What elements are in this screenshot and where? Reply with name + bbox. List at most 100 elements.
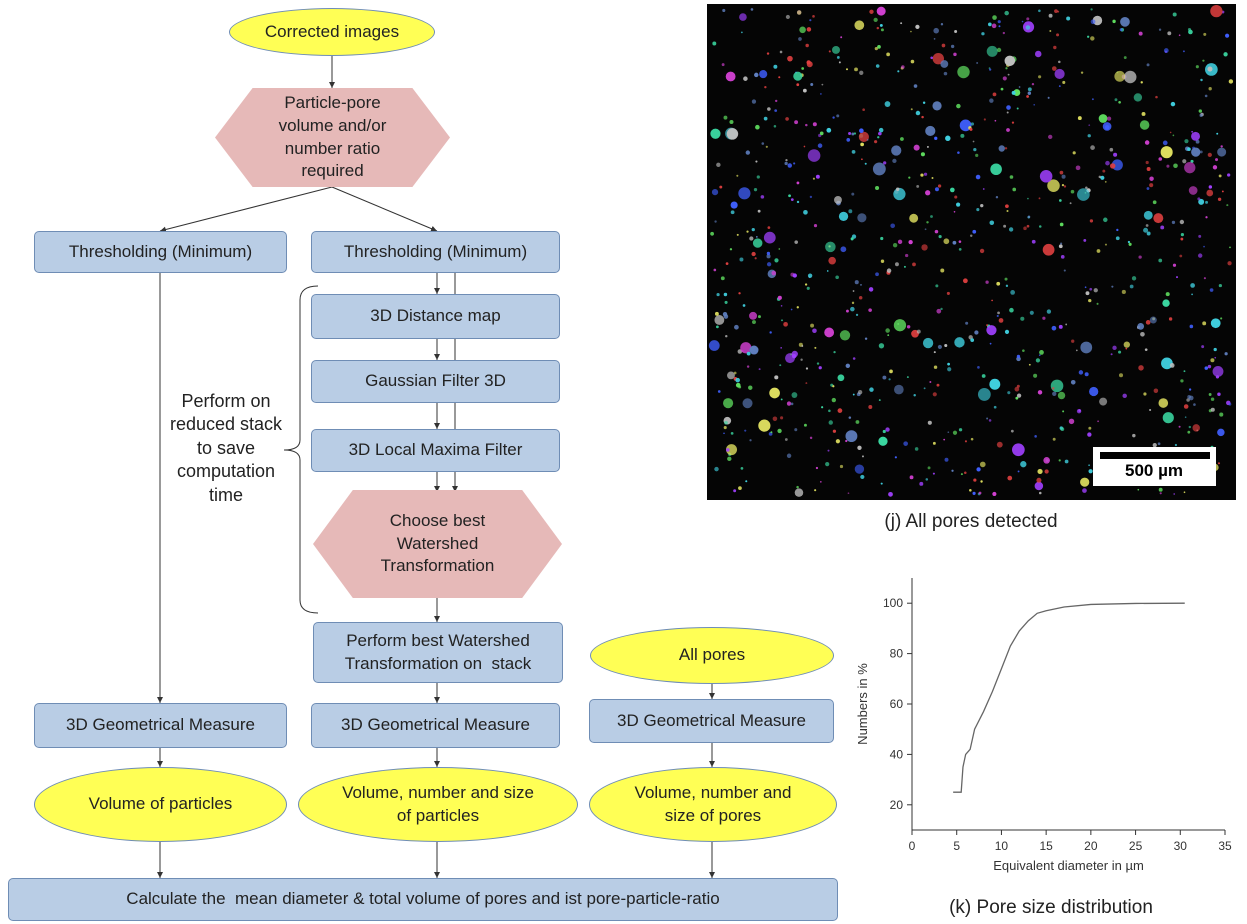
pore	[1038, 75, 1041, 78]
pore	[1073, 151, 1076, 154]
pore	[1205, 366, 1209, 370]
pore	[1010, 175, 1014, 179]
pore	[973, 141, 975, 143]
pore	[973, 478, 976, 481]
pore	[926, 221, 928, 223]
pore	[1114, 71, 1125, 82]
pore	[1119, 373, 1123, 377]
pore	[1189, 426, 1191, 428]
pore	[1184, 404, 1189, 409]
pore	[797, 10, 802, 15]
pore	[877, 27, 879, 29]
pore	[910, 475, 914, 479]
pore	[1208, 153, 1212, 157]
pore	[854, 67, 858, 71]
pore	[1166, 292, 1170, 296]
pore	[868, 405, 872, 409]
pore	[1184, 139, 1188, 143]
pore	[758, 315, 761, 318]
pore	[796, 83, 799, 86]
pore	[1102, 170, 1105, 173]
pore	[1149, 183, 1153, 187]
pore	[755, 257, 757, 259]
pore	[807, 27, 811, 31]
pore	[1035, 482, 1044, 491]
pore	[1197, 197, 1200, 200]
pore	[1216, 375, 1219, 378]
pore	[755, 160, 757, 162]
pore	[1111, 353, 1113, 355]
pore	[877, 136, 879, 138]
pore	[1173, 135, 1175, 137]
pore	[1010, 290, 1015, 295]
pore	[893, 243, 897, 247]
pore	[1190, 325, 1194, 329]
pore	[998, 20, 1001, 23]
pore	[963, 278, 968, 283]
pore	[854, 132, 856, 134]
pore	[1030, 311, 1034, 315]
pore	[1147, 63, 1150, 66]
arrow	[332, 187, 437, 231]
pore	[965, 440, 967, 442]
pore	[1161, 146, 1173, 158]
pore	[1144, 211, 1153, 220]
pore	[731, 201, 738, 208]
pore	[1227, 173, 1230, 176]
pore	[764, 86, 766, 88]
pore	[858, 390, 862, 394]
pore	[923, 338, 933, 348]
pore	[977, 366, 980, 369]
pore	[1060, 427, 1064, 431]
pore	[787, 56, 793, 62]
pore	[1076, 350, 1078, 352]
pore	[788, 163, 792, 167]
pore	[907, 325, 910, 328]
pore	[1020, 317, 1024, 321]
pore	[751, 252, 755, 256]
pore	[917, 330, 921, 334]
pore	[938, 345, 942, 349]
pore	[856, 420, 860, 424]
pore	[882, 376, 886, 380]
pore	[1065, 460, 1069, 464]
pore	[738, 292, 740, 294]
pore	[1205, 201, 1208, 204]
arrow	[160, 187, 332, 231]
pore	[1088, 124, 1090, 126]
pore	[820, 93, 822, 95]
pore	[856, 314, 858, 316]
pore	[848, 132, 851, 135]
pore	[1120, 28, 1123, 31]
pore	[989, 68, 991, 70]
pore	[1103, 218, 1108, 223]
pore	[1054, 9, 1058, 13]
pore	[774, 258, 778, 262]
pore	[992, 15, 997, 20]
pore	[1206, 190, 1213, 197]
pore	[785, 117, 789, 121]
pore	[800, 359, 802, 361]
pore	[836, 439, 840, 443]
pore	[1138, 255, 1141, 258]
x-axis-label: Equivalent diameter in µm	[993, 858, 1144, 873]
pore	[1184, 162, 1195, 173]
pore	[1143, 228, 1148, 233]
pore	[1053, 438, 1056, 441]
pore	[767, 52, 769, 54]
pore	[976, 208, 979, 211]
pore	[976, 62, 978, 64]
pore	[860, 284, 862, 286]
pore	[792, 351, 798, 357]
pore	[875, 186, 879, 190]
pore	[1033, 104, 1035, 106]
pore	[813, 178, 815, 180]
pore	[1124, 56, 1127, 59]
pore	[848, 492, 850, 494]
pore	[1023, 227, 1027, 231]
pore	[810, 324, 814, 328]
pore	[959, 428, 962, 431]
pore	[769, 331, 771, 333]
process-node: 3D Geometrical Measure	[311, 703, 560, 748]
pore	[1092, 98, 1094, 100]
